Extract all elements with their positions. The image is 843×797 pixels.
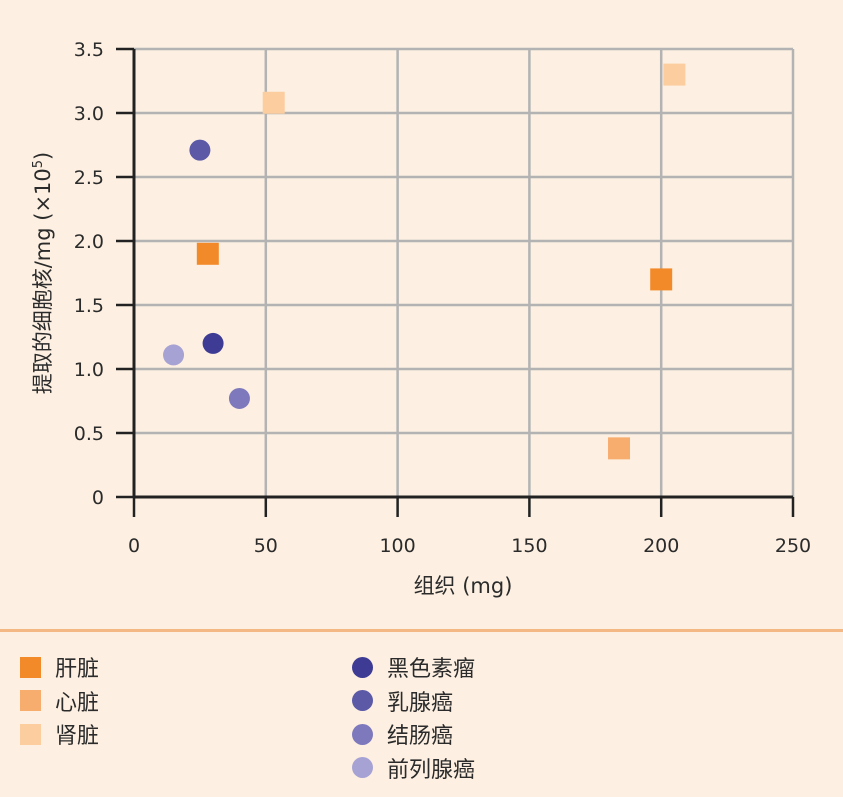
legend-swatch <box>352 656 373 678</box>
x-axis-ticks: 0 50 100 150 200 250 <box>128 497 811 557</box>
legend-item: 黑色素瘤 <box>352 651 475 683</box>
y-axis-title-superscript: 5 <box>31 160 46 168</box>
grid <box>134 47 795 497</box>
legend-item: 前列腺癌 <box>352 752 475 784</box>
data-points <box>163 63 686 460</box>
data-point-square <box>262 91 285 114</box>
data-point-circle <box>202 332 224 354</box>
data-point-square <box>663 63 686 86</box>
x-axis-title: 组织 (mg) <box>414 574 513 598</box>
y-tick-label: 2.5 <box>74 167 104 189</box>
legend-item: 肾脏 <box>20 718 99 750</box>
y-tick-label: 1.0 <box>74 359 104 381</box>
x-tick-label: 200 <box>643 535 679 557</box>
scatter-chart: 0 50 100 150 200 250 0 0.5 1.0 1.5 2.0 2.5 3.0 3.5 组… <box>31 39 811 598</box>
legend-label: 肾脏 <box>55 724 100 749</box>
data-point-circle <box>163 344 185 366</box>
x-tick-label: 0 <box>128 535 140 557</box>
y-tick-label: 0.5 <box>74 423 104 445</box>
y-axis-title-tail: ) <box>31 152 55 160</box>
legend-item: 结肠癌 <box>352 718 453 750</box>
data-point-square <box>608 437 631 460</box>
axes <box>132 49 793 499</box>
legend-divider <box>0 629 843 632</box>
legend-swatch <box>352 723 373 745</box>
y-tick-label: 3.5 <box>74 39 104 61</box>
legend-item: 肝脏 <box>20 651 99 683</box>
data-point-square <box>650 268 673 291</box>
legend-swatch <box>20 723 41 745</box>
y-axis-title: 提取的细胞核/mg (×105) <box>31 152 55 395</box>
legend-swatch <box>20 690 41 711</box>
y-axis-ticks: 0 0.5 1.0 1.5 2.0 2.5 3.0 3.5 <box>74 39 134 509</box>
legend-swatch <box>20 656 41 678</box>
legend-swatch <box>352 690 373 711</box>
legend-item: 心脏 <box>20 685 99 717</box>
legend-item: 乳腺癌 <box>352 685 453 717</box>
y-axis-title-main: 提取的细胞核/mg (×10 <box>31 168 55 394</box>
legend-label: 结肠癌 <box>387 724 454 749</box>
data-point-circle <box>189 139 211 161</box>
legend-label: 肝脏 <box>55 657 100 682</box>
y-tick-label: 1.5 <box>74 295 104 317</box>
data-point-circle <box>228 387 250 409</box>
legend-label: 乳腺癌 <box>387 690 454 716</box>
x-tick-label: 150 <box>511 535 547 557</box>
legend-label: 黑色素瘤 <box>387 657 476 682</box>
x-tick-label: 250 <box>775 535 811 557</box>
y-tick-label: 0 <box>92 487 104 509</box>
legend-label: 心脏 <box>55 690 100 716</box>
x-tick-label: 100 <box>379 535 415 557</box>
x-tick-label: 50 <box>254 535 278 557</box>
y-tick-label: 3.0 <box>74 103 104 125</box>
legend-swatch <box>352 757 373 778</box>
legend-label: 前列腺癌 <box>387 757 476 783</box>
y-tick-label: 2.0 <box>74 231 104 253</box>
data-point-square <box>196 242 219 265</box>
